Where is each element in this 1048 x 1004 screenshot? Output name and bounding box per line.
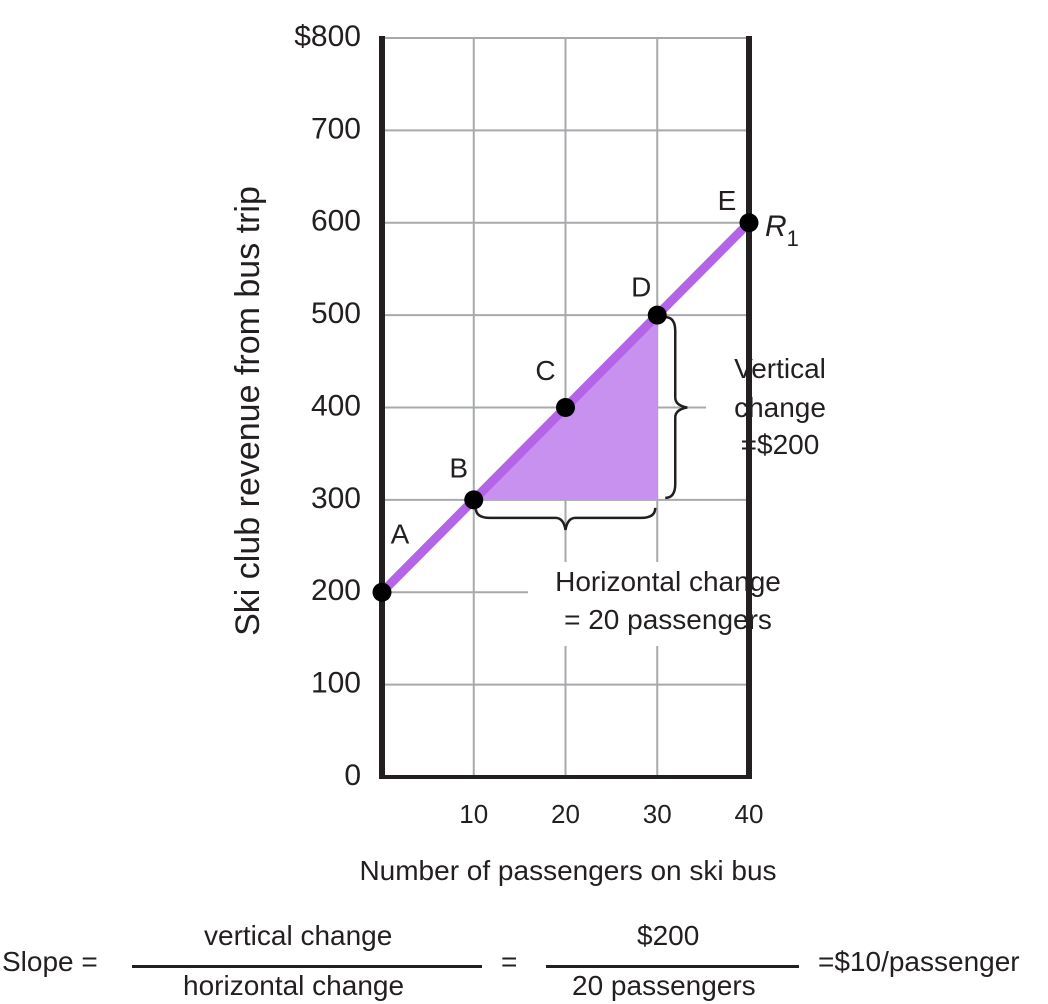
text-labels: A B C D E R1 0 100 200 300 400 500 600 700 $800 10 20 30 4…: [294, 20, 826, 829]
point-label-c: C: [535, 355, 555, 386]
y-tick-label-500: 500: [311, 297, 361, 330]
point-label-a: A: [391, 519, 410, 550]
data-point-c: [556, 398, 575, 417]
data-point-e: [739, 213, 759, 233]
equals-sign: =: [501, 946, 518, 977]
slope-result: =$10/passenger: [818, 946, 1020, 977]
vertical-change-brace: [665, 315, 688, 500]
vertical-change-note-line-1: Vertical: [734, 353, 826, 384]
fraction-1-numerator: vertical change: [204, 920, 393, 951]
x-tick-label-20: 20: [551, 799, 580, 829]
y-tick-label-200: 200: [311, 574, 361, 607]
horizontal-change-note-line-1: Horizontal change: [555, 566, 781, 597]
vertical-change-note-line-3: =$200: [741, 429, 820, 460]
slope-label: Slope =: [2, 946, 98, 977]
vertical-note-bg: [706, 346, 838, 462]
y-tick-label-700: 700: [311, 112, 361, 145]
data-points-layer: [372, 213, 759, 602]
fraction-2-numerator: $200: [637, 920, 700, 951]
y-tick-label-300: 300: [311, 482, 361, 515]
point-label-b: B: [449, 452, 468, 483]
data-point-b: [464, 490, 484, 510]
horizontal-change-note-line-2: = 20 passengers: [564, 604, 772, 635]
series-label-r1: R1: [765, 210, 799, 251]
horizontal-change-brace: [474, 507, 657, 531]
x-tick-label-10: 10: [459, 799, 488, 829]
revenue-chart: A B C D E R1 0 100 200 300 400 500 600 700 $800 10 20 30 4…: [228, 19, 838, 886]
vertical-change-note-line-2: change: [734, 392, 826, 423]
y-tick-label-400: 400: [311, 389, 361, 422]
plot-axes: [379, 36, 752, 779]
point-label-e: E: [718, 185, 737, 216]
point-label-d: D: [631, 272, 651, 303]
x-tick-label-40: 40: [735, 799, 764, 829]
y-tick-label-100: 100: [311, 667, 361, 700]
fraction-1-denominator: horizontal change: [183, 970, 405, 1001]
x-axis-title: Number of passengers on ski bus: [359, 855, 776, 886]
y-axis-title: Ski club revenue from bus trip: [229, 186, 267, 636]
fraction-1-bar: [132, 965, 482, 968]
fraction-2-denominator: 20 passengers: [572, 970, 756, 1001]
x-tick-label-30: 30: [643, 799, 672, 829]
fraction-2-bar: [546, 965, 799, 968]
change-braces: [474, 315, 688, 531]
y-tick-label-0: 0: [344, 759, 361, 792]
slope-formula: Slope = vertical change horizontal chang…: [0, 910, 1048, 1004]
data-point-a: [372, 582, 392, 602]
y-tick-label-600: 600: [311, 205, 361, 238]
horizontal-note-bg: [528, 562, 806, 646]
data-point-d: [647, 305, 667, 325]
y-tick-label-800: $800: [294, 20, 361, 53]
